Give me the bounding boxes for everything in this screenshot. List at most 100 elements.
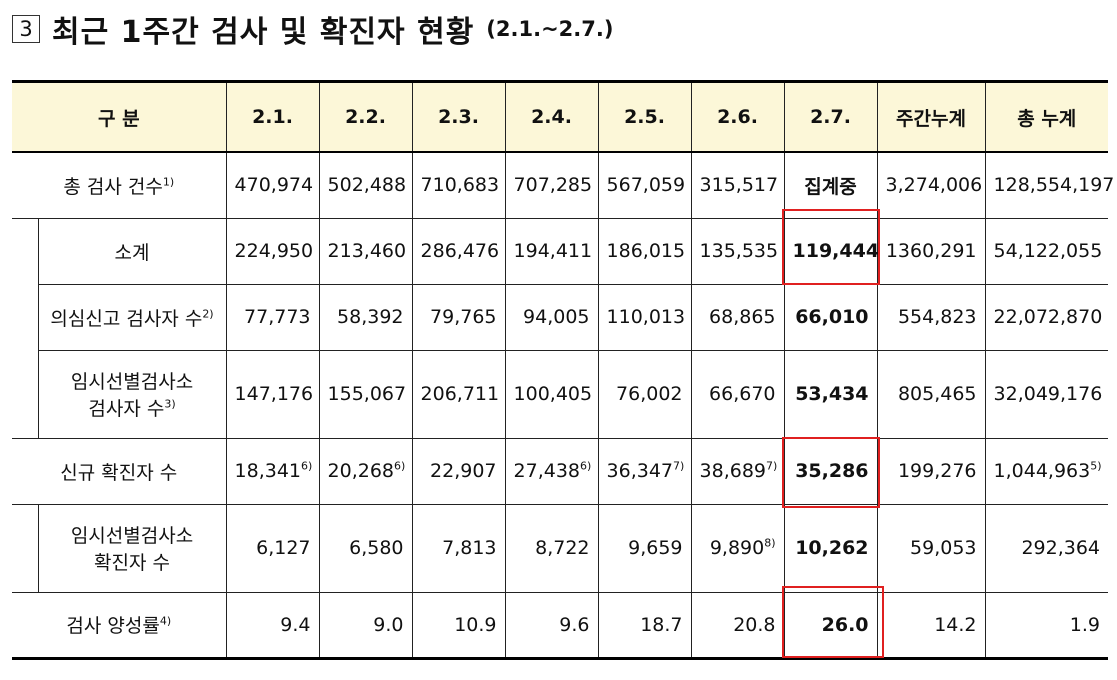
table-cell: 77,773: [225, 283, 320, 351]
table-cell: 1360,291: [876, 217, 986, 285]
row-label-text: 신규 확진자 수: [60, 461, 178, 484]
row-label: 임시선별검사소 검사자 수3): [38, 349, 227, 439]
table-cell: 292,364: [984, 503, 1109, 593]
cell-value: 567,059: [606, 174, 686, 197]
row-label-line: 임시선별검사소: [70, 371, 194, 393]
header-date: 2.2.: [318, 81, 413, 153]
table-cell: 554,823: [876, 283, 986, 351]
row-label-line: 확진자 수: [94, 552, 170, 574]
table-cell: 567,059: [597, 151, 692, 219]
cell-value: 14.2: [934, 613, 977, 636]
cell-value: 292,364: [1021, 537, 1101, 559]
table-cell: 194,411: [504, 217, 599, 285]
section-number-box: 3: [12, 15, 40, 43]
header-category: 구 분: [12, 81, 227, 153]
header-date: 2.6.: [690, 81, 785, 153]
row-label: 의심신고 검사자 수2): [38, 283, 227, 351]
footnote-marker: 6): [394, 459, 406, 473]
cell-value: 22,072,870: [993, 306, 1103, 328]
row-label-line: 임시선별검사소: [70, 525, 194, 547]
cell-value: 22,907: [430, 460, 497, 482]
cell-value: 32,049,176: [993, 383, 1103, 405]
table-cell: 22,072,870: [984, 283, 1109, 351]
cell-value: 1360,291: [885, 240, 977, 262]
table-cell: 470,974: [225, 151, 320, 219]
table-cell: 9,8908): [690, 503, 785, 593]
table-cell: 32,049,176: [984, 349, 1109, 439]
cell-value: 199,276: [897, 460, 977, 482]
header-row: 구 분 2.1. 2.2. 2.3. 2.4. 2.5. 2.6. 2.7. 주…: [12, 81, 1109, 153]
table-cell: 54,122,055: [984, 217, 1109, 285]
cell-value: 6,127: [256, 537, 311, 559]
cell-value: 135,535: [699, 240, 779, 262]
table-cell: 9.4: [225, 591, 320, 658]
table-cell: 710,683: [411, 151, 506, 219]
cell-value: 707,285: [513, 174, 593, 197]
row-label-line-wrap: 검사자 수3): [47, 394, 218, 421]
table-cell: 10,262: [783, 503, 878, 593]
footnote-marker: 2): [202, 307, 214, 321]
footnote-marker: 3): [164, 397, 176, 411]
cell-value: 213,460: [327, 240, 407, 262]
table-cell: 186,015: [597, 217, 692, 285]
cell-value: 35,286: [795, 460, 869, 482]
table-cell: 27,4386): [504, 437, 599, 505]
table-cell: 135,535: [690, 217, 785, 285]
cell-value: 155,067: [327, 383, 407, 405]
cell-value: 20.8: [733, 613, 776, 636]
cell-value: 100,405: [513, 383, 593, 405]
table-cell: 3,274,006: [876, 151, 986, 219]
table-row: 소계 224,950 213,460 286,476 194,411 186,015 13…: [12, 217, 1109, 438]
cell-value: 18,341: [234, 460, 301, 482]
cell-value: 128,554,197: [993, 174, 1115, 197]
table-cell: 315,517: [690, 151, 785, 219]
table-row: 신규 확진자 수 18,3416) 20,2686) 22,907 27,4386) 3…: [12, 437, 1109, 505]
row-label-text: 소계: [114, 241, 150, 264]
cell-value: 7,813: [442, 537, 497, 559]
cell-value: 10.9: [454, 613, 497, 636]
table-cell: 76,002: [597, 349, 692, 439]
cell-value: 9.4: [280, 613, 311, 636]
cell-value: 110,013: [606, 306, 686, 328]
table-cell: 20.8: [690, 591, 785, 658]
cell-value: 206,711: [420, 383, 500, 405]
header-cumulative-total: 총 누계: [984, 81, 1109, 153]
cell-value: 194,411: [513, 240, 593, 262]
table-cell: 1.9: [984, 591, 1109, 658]
date-range: (2.1.~2.7.): [486, 17, 614, 41]
section-heading: 3 최근 1주간 검사 및 확진자 현황 (2.1.~2.7.): [12, 4, 613, 54]
table-cell: 집계중: [783, 151, 878, 219]
footnote-marker: 4): [159, 614, 172, 628]
table-cell: 119,444: [783, 217, 879, 285]
cell-value: 66,670: [709, 383, 776, 405]
table-cell: 26.0: [783, 591, 878, 658]
cell-value: 26.0: [821, 613, 869, 636]
cell-value: 68,865: [709, 306, 776, 328]
footnote-marker: 7): [673, 459, 685, 473]
table-cell: 9,659: [597, 503, 692, 593]
weekly-stats-table: 구 분 2.1. 2.2. 2.3. 2.4. 2.5. 2.6. 2.7. 주…: [12, 80, 1114, 660]
table-cell: 66,670: [690, 349, 785, 439]
table-cell: 9.0: [318, 591, 413, 658]
table-cell: 206,711: [411, 349, 506, 439]
footnote-marker: 1): [162, 175, 175, 189]
table-cell: 805,465: [876, 349, 986, 439]
table-cell: 14.2: [876, 591, 986, 658]
header-date: 2.5.: [597, 81, 692, 153]
table-cell: 199,276: [876, 437, 986, 505]
cell-value: 186,015: [606, 240, 686, 262]
table-cell: 18.7: [597, 591, 692, 658]
cell-value: 315,517: [699, 174, 779, 197]
cell-value: 710,683: [420, 174, 500, 197]
row-label: 소계: [37, 217, 227, 285]
table-cell: 100,405: [504, 349, 599, 439]
cell-value: 9,659: [628, 537, 683, 559]
table-cell: 58,392: [318, 283, 413, 351]
cell-value: 147,176: [234, 383, 314, 405]
cell-value: 9.0: [373, 613, 404, 636]
table-cell: 110,013: [597, 283, 692, 351]
table-cell: 7,813: [411, 503, 506, 593]
row-label: 신규 확진자 수: [12, 437, 227, 505]
header-date: 2.1.: [225, 81, 320, 153]
cell-value: 66,010: [795, 306, 869, 328]
